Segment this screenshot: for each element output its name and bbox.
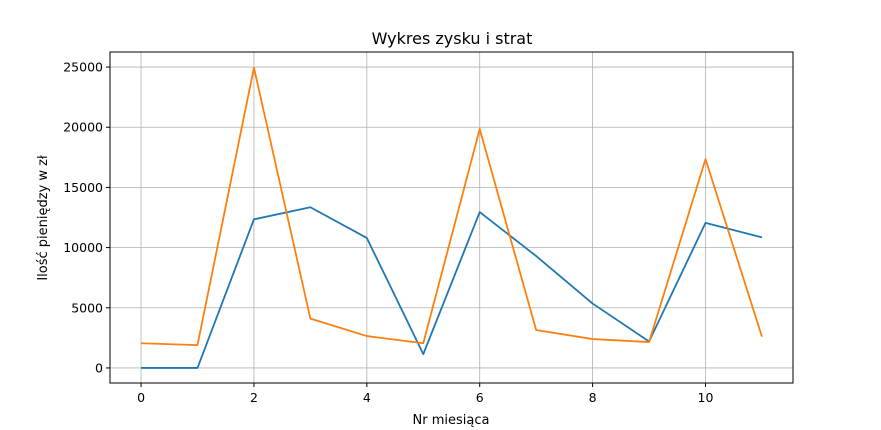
x-axis-ticks: 0 2 4 6 8 10 [137,383,714,405]
x-tick-label: 0 [137,390,145,405]
y-tick-label: 25000 [63,60,103,75]
x-tick-label: 8 [589,390,597,405]
x-tick-label: 10 [698,390,714,405]
y-tick-label: 15000 [63,180,103,195]
x-tick-label: 2 [250,390,258,405]
series-line-2 [141,66,763,346]
x-tick-label: 6 [476,390,484,405]
chart-title: Wykres zysku i strat [372,29,533,48]
y-tick-label: 10000 [63,240,103,255]
y-axis-label: Ilość pieniędzy w zł [36,155,51,281]
plot-area-frame [109,51,794,384]
x-axis-label: Nr miesiąca [413,413,490,428]
series-line-1 [141,206,763,369]
series-lines [141,66,763,369]
y-tick-label: 5000 [71,300,103,315]
grid-lines [110,52,793,383]
y-axis-ticks: 0 5000 10000 15000 20000 25000 [63,60,110,375]
x-tick-label: 4 [363,390,371,405]
y-tick-label: 0 [95,360,103,375]
y-tick-label: 20000 [63,120,103,135]
